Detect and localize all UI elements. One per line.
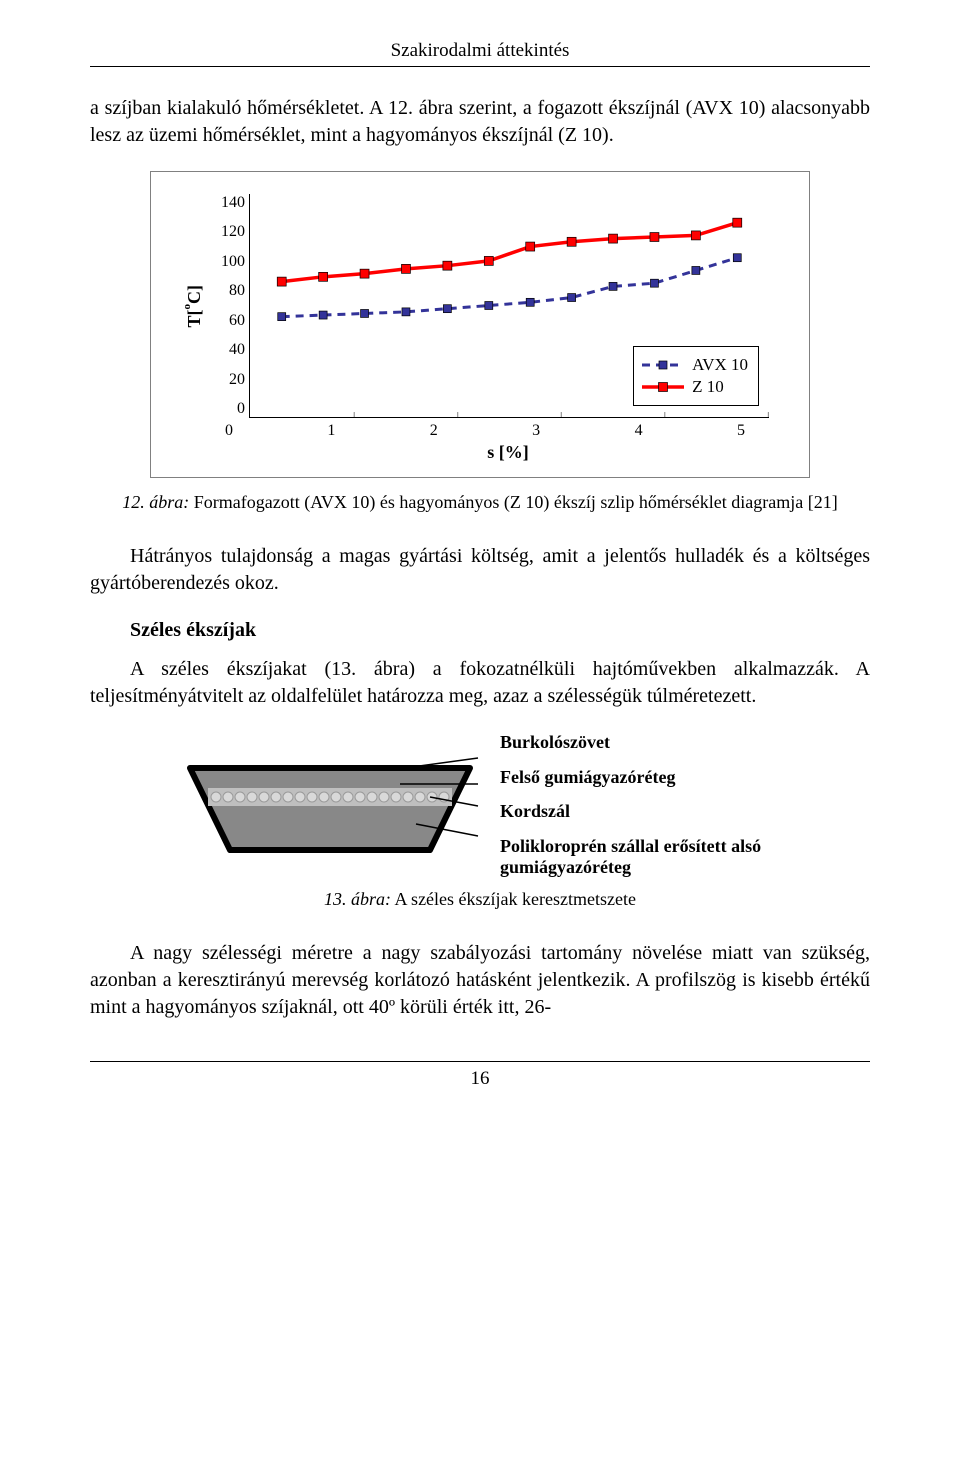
ytick: 140 [211, 194, 245, 212]
ytick: 100 [211, 253, 245, 271]
figure-12-caption: 12. ábra: Formafogazott (AVX 10) és hagy… [90, 492, 870, 513]
chart-y-label: T[oC] [181, 285, 205, 328]
figure-12-number: 12. ábra: [122, 492, 189, 512]
header-rule [90, 66, 870, 67]
ytick: 80 [211, 282, 245, 300]
chart-x-ticks: 0 1 2 3 4 5 [225, 422, 745, 440]
page-number: 16 [90, 1068, 870, 1090]
figure-12-text: Formafogazott (AVX 10) és hagyományos (Z… [189, 492, 838, 512]
ytick: 0 [211, 400, 245, 418]
footer-rule [90, 1061, 870, 1062]
belt-cross-section-figure: Burkolószövet Felső gumiágyazóréteg Kord… [90, 732, 870, 877]
legend-item-avx10: AVX 10 [642, 355, 748, 375]
belt-cross-section-svg [180, 750, 480, 860]
ytick: 40 [211, 341, 245, 359]
xtick: 3 [532, 422, 540, 440]
paragraph-3: A széles ékszíjakat (13. ábra) a fokozat… [90, 656, 870, 710]
figure-13-number: 13. ábra: [324, 889, 391, 909]
chart-legend: AVX 10 Z 10 [633, 346, 759, 406]
xtick: 4 [635, 422, 643, 440]
paragraph-1: a szíjban kialakuló hőmérsékletet. A 12.… [90, 95, 870, 149]
paragraph-2: Hátrányos tulajdonság a magas gyártási k… [90, 543, 870, 597]
chart-x-label: s [%] [225, 442, 791, 463]
xtick: 1 [327, 422, 335, 440]
figure-13-caption: 13. ábra: A széles ékszíjak keresztmetsz… [90, 889, 870, 910]
page-footer: 16 [90, 1061, 870, 1090]
ytick: 120 [211, 223, 245, 241]
legend-item-z10: Z 10 [642, 377, 748, 397]
xtick: 0 [225, 422, 233, 440]
belt-label-2: Felső gumiágyazóréteg [500, 767, 780, 788]
legend-swatch-avx10 [642, 357, 684, 373]
belt-label-3: Kordszál [500, 801, 780, 822]
slip-temperature-chart: T[oC] 020406080100120140 AVX 10 [150, 171, 810, 478]
paragraph-4: A nagy szélességi méretre a nagy szabály… [90, 940, 870, 1021]
belt-label-4: Polikloroprén szállal erősített alsó gum… [500, 836, 780, 877]
belt-labels: Burkolószövet Felső gumiágyazóréteg Kord… [500, 732, 780, 877]
section-heading-wide-belts: Széles ékszíjak [90, 619, 870, 642]
ytick: 20 [211, 371, 245, 389]
figure-13-text: A széles ékszíjak keresztmetszete [391, 889, 636, 909]
xtick: 5 [737, 422, 745, 440]
chart-y-ticks: 0 20 40 60 80 100 120 140 [211, 194, 245, 418]
xtick: 2 [430, 422, 438, 440]
legend-label-z10: Z 10 [692, 377, 724, 397]
ytick: 60 [211, 312, 245, 330]
running-header: Szakirodalmi áttekintés [90, 40, 870, 62]
legend-label-avx10: AVX 10 [692, 355, 748, 375]
belt-label-1: Burkolószövet [500, 732, 780, 753]
legend-swatch-z10 [642, 379, 684, 395]
